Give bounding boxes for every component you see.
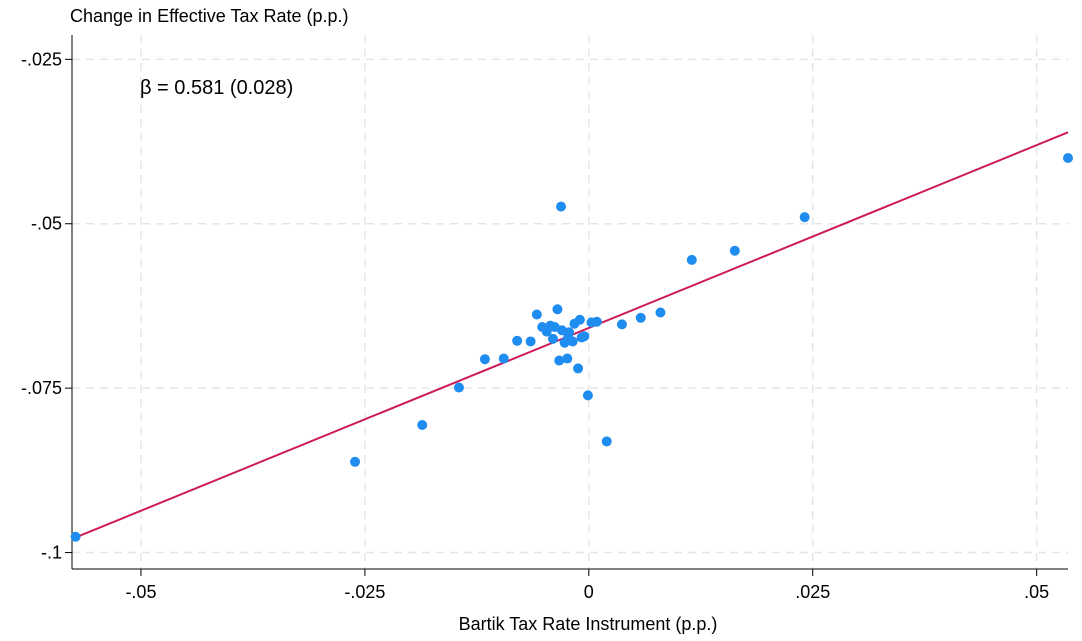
x-tick-label: -.025 bbox=[344, 582, 385, 602]
data-point bbox=[635, 312, 646, 323]
data-point bbox=[573, 363, 584, 374]
data-point bbox=[601, 436, 612, 447]
x-tick-label: .025 bbox=[795, 582, 830, 602]
data-point bbox=[498, 353, 509, 364]
data-point bbox=[562, 353, 573, 364]
data-point bbox=[574, 314, 585, 325]
y-axis-label: Change in Effective Tax Rate (p.p.) bbox=[70, 6, 349, 26]
data-point bbox=[554, 355, 565, 366]
data-point bbox=[1063, 152, 1073, 163]
data-point bbox=[512, 335, 523, 346]
data-point bbox=[70, 531, 81, 542]
data-point bbox=[564, 327, 575, 338]
data-point bbox=[547, 333, 558, 344]
data-point bbox=[453, 382, 464, 393]
data-point bbox=[582, 390, 593, 401]
data-point bbox=[479, 354, 490, 365]
data-point bbox=[350, 456, 361, 467]
x-axis-label: Bartik Tax Rate Instrument (p.p.) bbox=[459, 614, 718, 634]
y-tick-label: -.075 bbox=[21, 378, 62, 398]
data-point bbox=[531, 309, 542, 320]
data-point bbox=[729, 245, 740, 256]
data-point bbox=[655, 307, 666, 318]
data-point bbox=[799, 212, 810, 223]
data-point bbox=[552, 304, 563, 315]
data-point bbox=[525, 336, 536, 347]
y-tick-label: -.05 bbox=[31, 214, 62, 234]
data-point bbox=[417, 419, 428, 430]
data-point bbox=[616, 319, 627, 330]
data-point bbox=[567, 336, 578, 347]
x-tick-label: .05 bbox=[1024, 582, 1049, 602]
x-tick-label: 0 bbox=[584, 582, 594, 602]
data-points bbox=[70, 152, 1073, 542]
y-tick-label: -.025 bbox=[21, 49, 62, 69]
data-point bbox=[579, 331, 590, 342]
data-point bbox=[556, 201, 567, 212]
data-point bbox=[591, 316, 602, 327]
x-tick-label: -.05 bbox=[125, 582, 156, 602]
regression-annotation: β = 0.581 (0.028) bbox=[140, 77, 293, 99]
y-tick-label: -.1 bbox=[41, 543, 62, 563]
grid-lines bbox=[72, 35, 1068, 569]
axes: -.05 -.025 0 .025 .05 -.025 -.05 -.075 -.1 bbox=[21, 35, 1068, 602]
data-point bbox=[686, 254, 697, 265]
